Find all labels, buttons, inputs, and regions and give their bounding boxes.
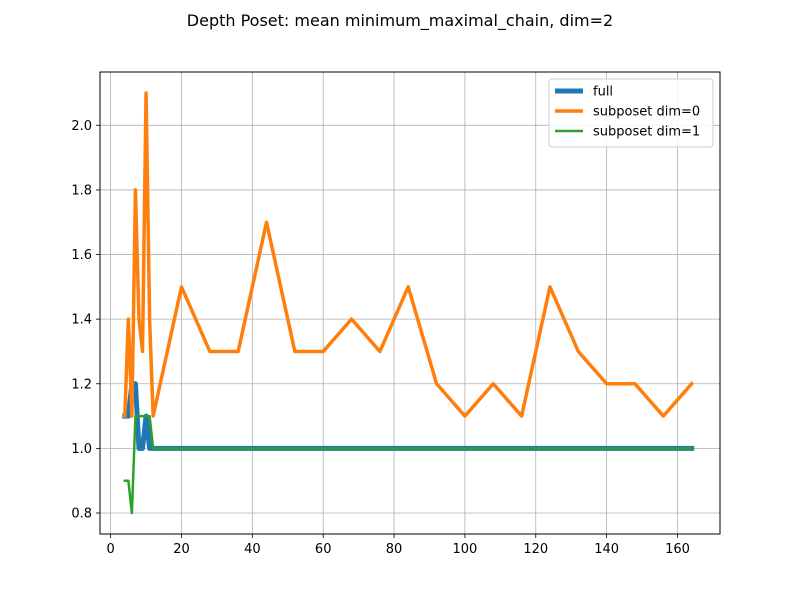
legend: full subposet dim=0 subposet dim=1 [548,78,714,148]
series-line-2 [122,91,695,418]
x-tick-label: 60 [315,542,332,557]
ticks: 0 20 40 60 80 100 120 140 160 0.8 1.0 1.2 1.4 1.6 1.8 2… [71,119,690,557]
y-tick-label: 1.0 [71,442,92,457]
legend-label: full [593,85,613,100]
x-tick-label: 20 [173,542,190,557]
y-tick-label: 1.2 [71,377,92,392]
series-line-3 [123,414,693,515]
x-tick-label: 140 [594,542,619,557]
x-tick-label: 120 [523,542,548,557]
y-tick-label: 1.4 [71,313,92,328]
y-tick-label: 2.0 [71,119,92,134]
plot-frame [99,71,721,535]
legend-label: subposet dim=1 [593,125,700,140]
legend-box [548,78,714,148]
legend-label: subposet dim=0 [593,105,700,120]
x-tick-label: 0 [106,542,114,557]
y-tick-label: 0.8 [71,507,92,522]
series-layer [122,91,695,515]
x-tick-label: 40 [244,542,261,557]
x-tick-label: 100 [453,542,478,557]
x-tick-label: 80 [386,542,403,557]
y-tick-label: 1.8 [71,183,92,198]
chart-title: Depth Poset: mean minimum_maximal_chain,… [187,11,613,31]
y-tick-label: 1.6 [71,248,92,263]
x-tick-label: 160 [665,542,690,557]
